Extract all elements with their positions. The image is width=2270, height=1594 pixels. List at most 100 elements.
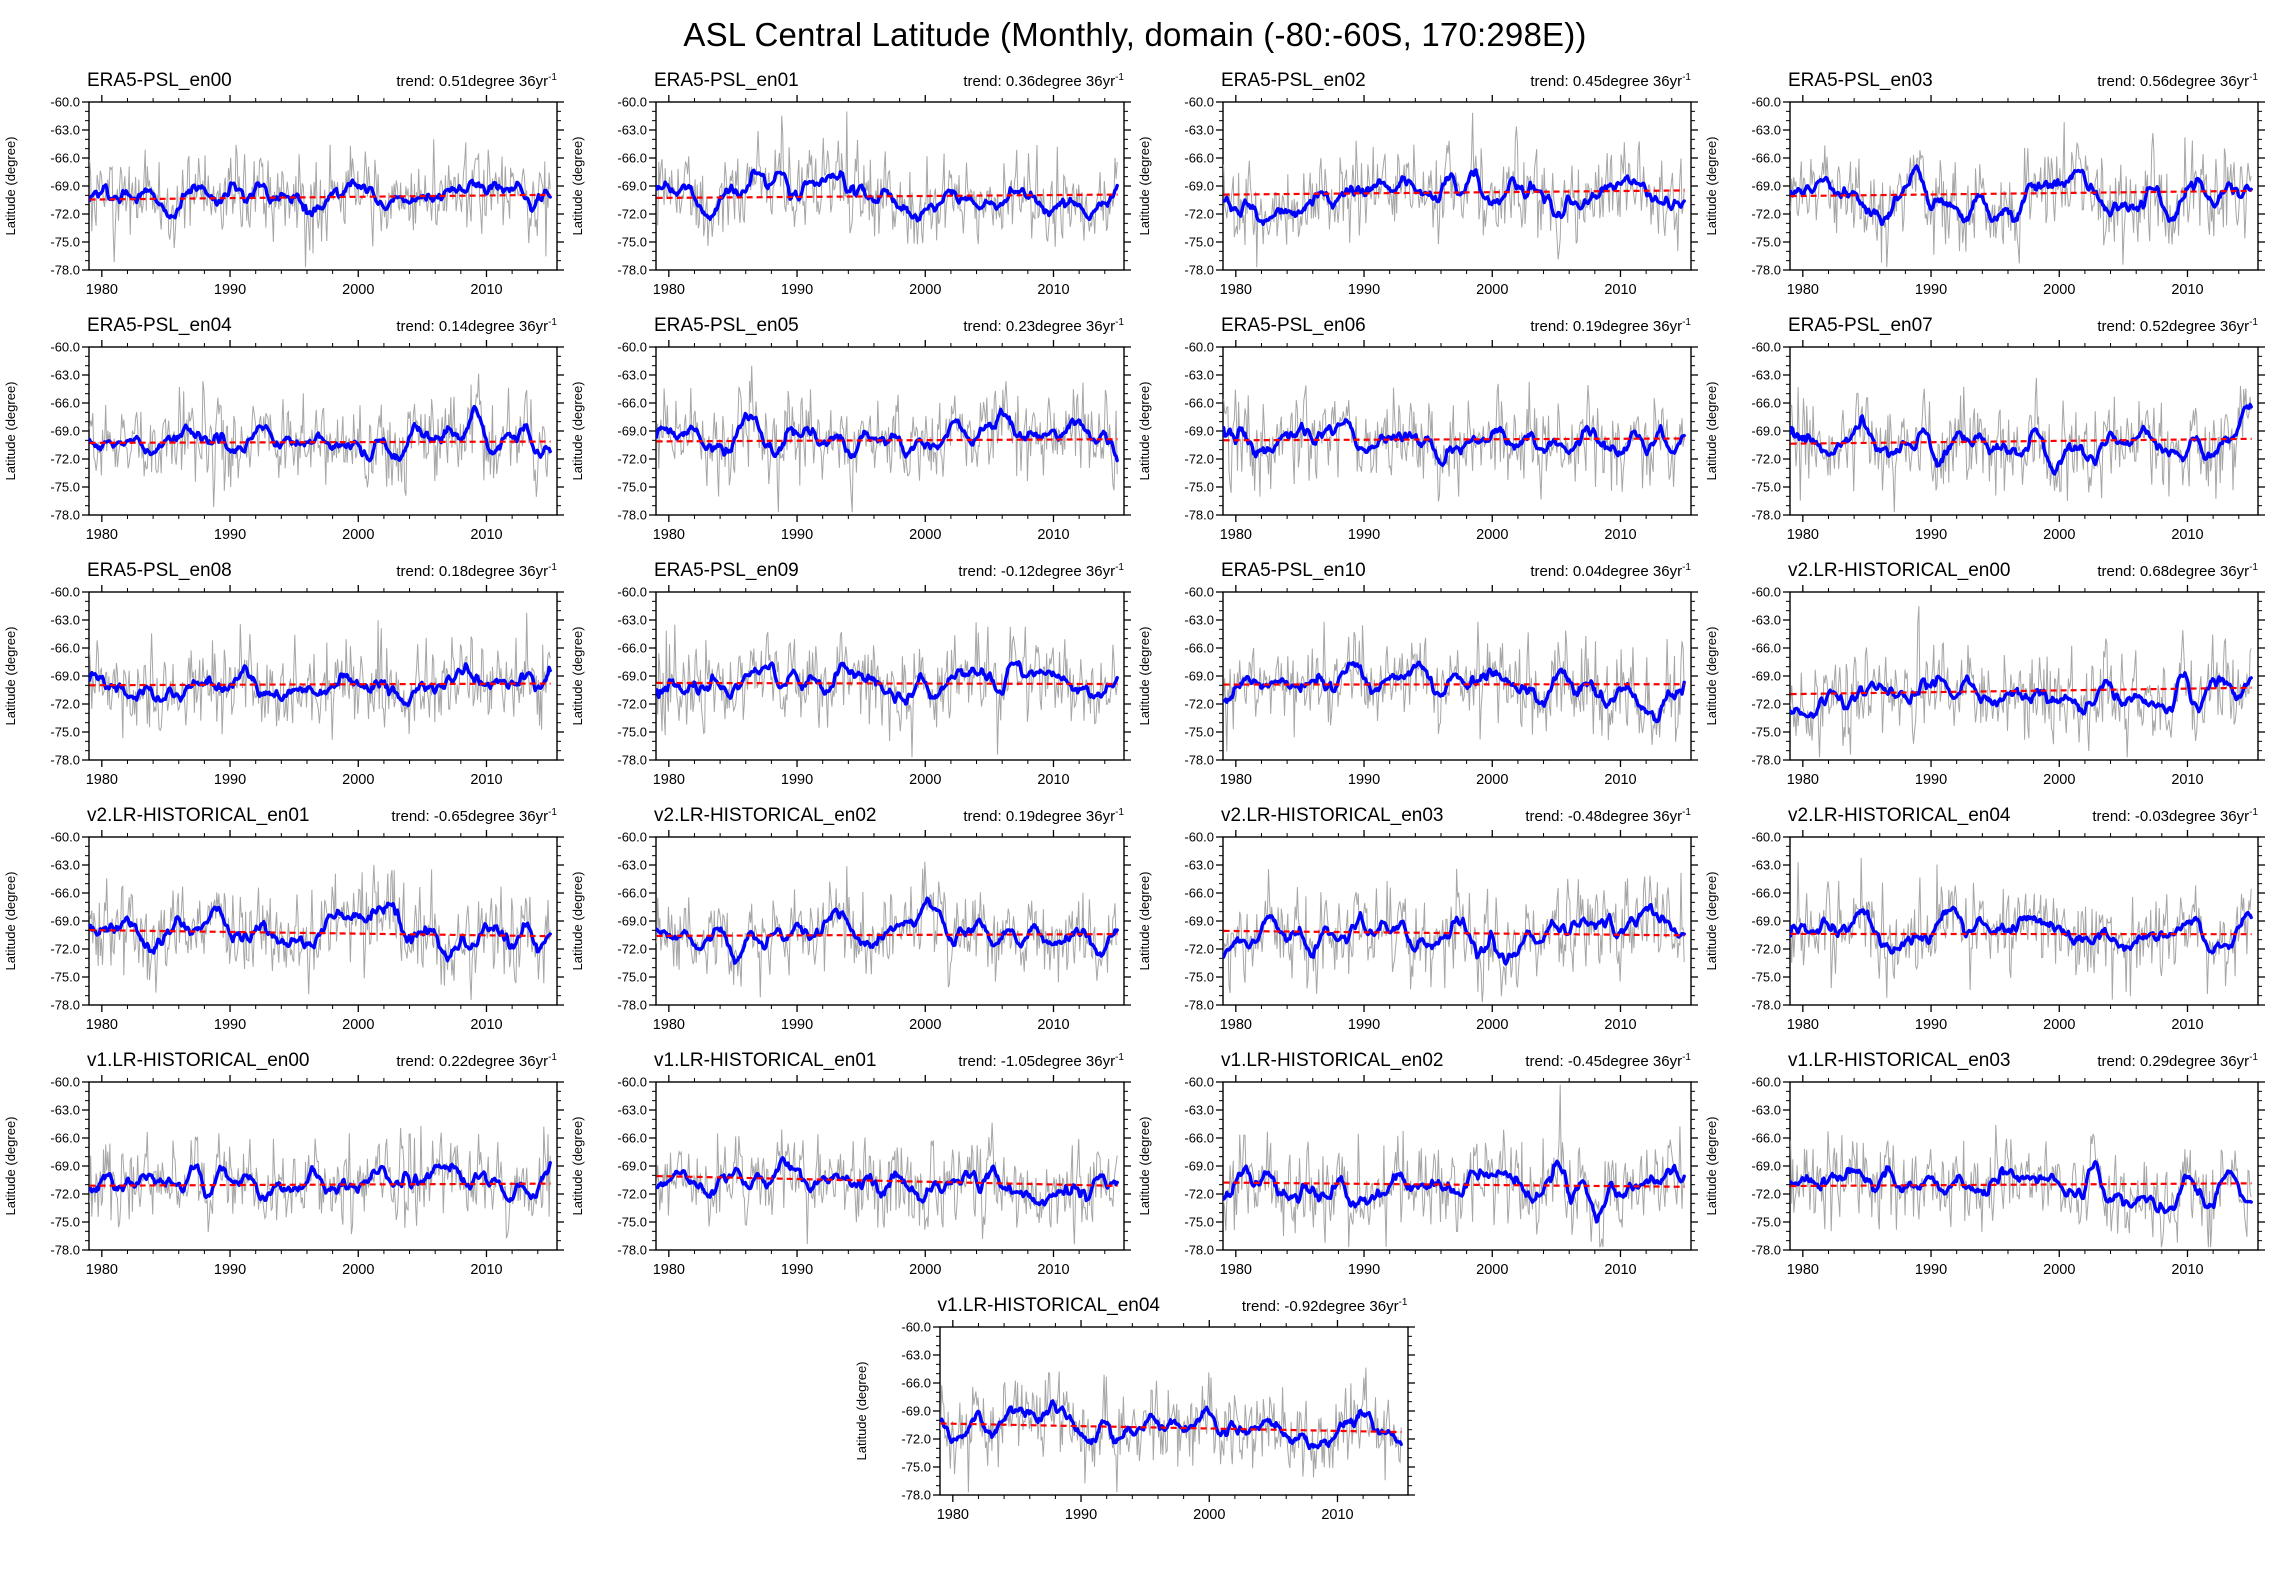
subplot-title: ERA5-PSL_en08 [87,560,232,581]
subplot-panel-v2.LR-HISTORICAL_en01: v2.LR-HISTORICAL_en01 trend: -0.65degree… [1,801,568,1046]
svg-text:-72.0: -72.0 [1184,207,1214,222]
subplot-title: v2.LR-HISTORICAL_en03 [1221,805,1444,826]
svg-text:1980: 1980 [86,772,118,788]
svg-text:-66.0: -66.0 [617,396,647,411]
trend-text: trend: 0.51degree 36yr [396,73,549,90]
svg-text:-78.0: -78.0 [1751,508,1781,523]
svg-text:-72.0: -72.0 [1184,1187,1214,1202]
svg-text:-63.0: -63.0 [1751,613,1781,628]
svg-text:-60.0: -60.0 [617,830,647,845]
svg-text:-75.0: -75.0 [1184,480,1214,495]
subplot-trend-label: trend: 0.45degree 36yr-1 [1530,72,1691,90]
subplot-header: ERA5-PSL_en07 trend: 0.52degree 36yr-1 [1702,311,2269,339]
svg-text:1980: 1980 [86,527,118,543]
svg-text:2000: 2000 [909,527,941,543]
smoothed-series-line [89,178,552,220]
svg-text:1980: 1980 [1787,527,1819,543]
svg-text:-60.0: -60.0 [617,1075,647,1090]
timeseries-chart: -60.0 -63.0 -66.0 -69.0 -72.0 -75.0 -78.0 1980 1… [570,1075,1131,1278]
trend-dashed-line [89,440,551,444]
trend-superscript: -1 [1682,807,1691,818]
svg-text:1990: 1990 [1915,527,1947,543]
y-axis-label: Latitude (degree) [1137,626,1152,725]
trend-superscript: -1 [1682,562,1691,573]
svg-text:2000: 2000 [1476,282,1508,298]
subplot-header: ERA5-PSL_en09 trend: -0.12degree 36yr-1 [568,556,1135,584]
subplot-title: ERA5-PSL_en01 [654,70,799,91]
svg-text:1990: 1990 [781,527,813,543]
svg-text:-72.0: -72.0 [50,207,80,222]
trend-superscript: -1 [548,807,557,818]
subplot-title: v2.LR-HISTORICAL_en00 [1788,560,2011,581]
svg-text:-60.0: -60.0 [1184,830,1214,845]
svg-text:1990: 1990 [214,527,246,543]
subplot-panel-ERA5-PSL_en01: ERA5-PSL_en01 trend: 0.36degree 36yr-1 -… [568,66,1135,311]
subplot-title: ERA5-PSL_en06 [1221,315,1366,336]
subplot-title: v1.LR-HISTORICAL_en04 [937,1295,1160,1316]
timeseries-chart: -60.0 -63.0 -66.0 -69.0 -72.0 -75.0 -78.0 1980 1… [3,95,564,298]
timeseries-chart: -60.0 -63.0 -66.0 -69.0 -72.0 -75.0 -78.0 1980 1… [3,340,564,543]
svg-text:-69.0: -69.0 [1184,1159,1214,1174]
subplot-trend-label: trend: -0.65degree 36yr-1 [391,807,557,825]
subplot-title: ERA5-PSL_en02 [1221,70,1366,91]
subplot-panel-ERA5-PSL_en05: ERA5-PSL_en05 trend: 0.23degree 36yr-1 -… [568,311,1135,556]
trend-text: trend: 0.23degree 36yr [963,318,1116,335]
smoothed-series-line [89,1161,552,1203]
smoothed-series-line [1223,902,1686,966]
svg-text:2000: 2000 [2043,1262,2075,1278]
y-axis-label: Latitude (degree) [854,1361,869,1460]
smoothed-series-line [939,1399,1403,1451]
svg-text:-63.0: -63.0 [50,123,80,138]
svg-text:-72.0: -72.0 [1184,452,1214,467]
trend-text: trend: 0.56degree 36yr [2097,73,2250,90]
svg-text:-78.0: -78.0 [617,753,647,768]
svg-text:2000: 2000 [1476,1262,1508,1278]
trend-dashed-line [656,681,1118,686]
subplot-panel-v1.LR-HISTORICAL_en01: v1.LR-HISTORICAL_en01 trend: -1.05degree… [568,1046,1135,1291]
trend-dashed-line [89,929,551,938]
svg-text:2000: 2000 [2043,527,2075,543]
trend-text: trend: 0.52degree 36yr [2097,318,2250,335]
svg-text:-78.0: -78.0 [901,1488,931,1503]
svg-text:-78.0: -78.0 [1751,1243,1781,1258]
svg-text:1990: 1990 [781,282,813,298]
subplot-trend-label: trend: -0.03degree 36yr-1 [2092,807,2258,825]
svg-text:-72.0: -72.0 [50,452,80,467]
timeseries-chart: -60.0 -63.0 -66.0 -69.0 -72.0 -75.0 -78.0 1980 1… [570,95,1131,298]
svg-text:1980: 1980 [86,1017,118,1033]
trend-text: trend: -0.48degree 36yr [1525,808,1683,825]
subplot-panel-v2.LR-HISTORICAL_en03: v2.LR-HISTORICAL_en03 trend: -0.48degree… [1135,801,1702,1046]
svg-text:-78.0: -78.0 [617,508,647,523]
svg-text:1980: 1980 [1787,1017,1819,1033]
svg-text:1990: 1990 [1915,282,1947,298]
svg-text:2000: 2000 [342,527,374,543]
svg-text:-66.0: -66.0 [50,151,80,166]
smoothed-series-line [1790,164,2253,226]
svg-text:2010: 2010 [1321,1507,1353,1523]
svg-text:1980: 1980 [1220,527,1252,543]
svg-text:2010: 2010 [2171,527,2203,543]
subplot-header: v2.LR-HISTORICAL_en02 trend: 0.19degree … [568,801,1135,829]
subplot-title: v1.LR-HISTORICAL_en01 [654,1050,877,1071]
subplot-trend-label: trend: 0.14degree 36yr-1 [396,317,557,335]
subplot-panel-v2.LR-HISTORICAL_en00: v2.LR-HISTORICAL_en00 trend: 0.68degree … [1702,556,2269,801]
svg-text:2010: 2010 [1037,772,1069,788]
svg-text:-78.0: -78.0 [1184,753,1214,768]
subplot-panel-ERA5-PSL_en08: ERA5-PSL_en08 trend: 0.18degree 36yr-1 -… [1,556,568,801]
trend-superscript: -1 [548,317,557,328]
subplot-panel-ERA5-PSL_en07: ERA5-PSL_en07 trend: 0.52degree 36yr-1 -… [1702,311,2269,556]
svg-text:-60.0: -60.0 [901,1320,931,1335]
svg-text:-78.0: -78.0 [50,263,80,278]
svg-text:2000: 2000 [909,772,941,788]
timeseries-chart: -60.0 -63.0 -66.0 -69.0 -72.0 -75.0 -78.0 1980 1… [1704,340,2265,543]
trend-text: trend: 0.19degree 36yr [1530,318,1683,335]
svg-text:2010: 2010 [1604,282,1636,298]
subplot-header: ERA5-PSL_en02 trend: 0.45degree 36yr-1 [1135,66,1702,94]
svg-text:2010: 2010 [470,1017,502,1033]
svg-text:-69.0: -69.0 [1184,669,1214,684]
smoothed-series-line [1790,671,2253,719]
trend-text: trend: 0.29degree 36yr [2097,1053,2250,1070]
svg-text:-75.0: -75.0 [50,1215,80,1230]
svg-text:-60.0: -60.0 [50,340,80,355]
svg-text:-72.0: -72.0 [50,942,80,957]
